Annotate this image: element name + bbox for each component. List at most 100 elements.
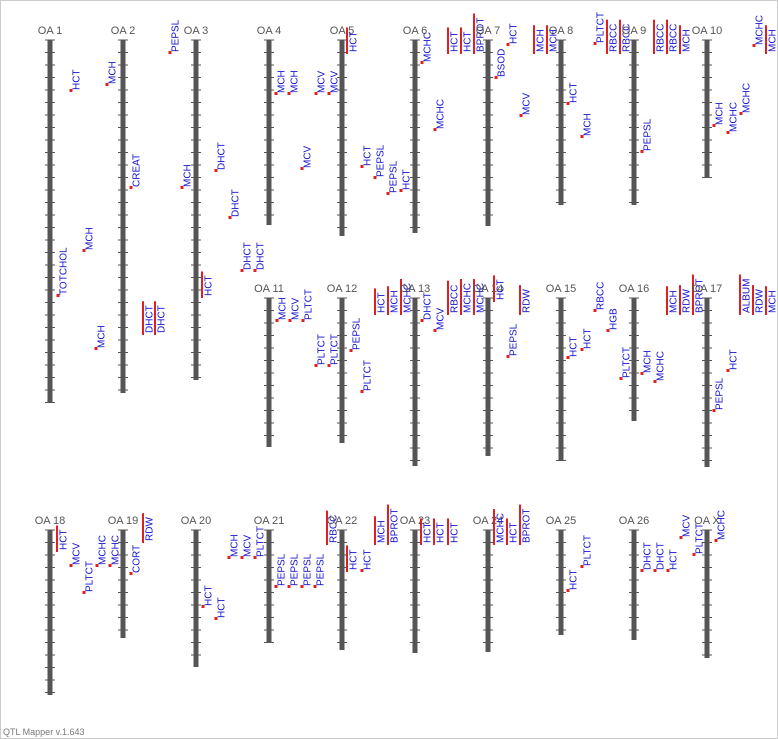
qtl-marker [287,92,291,95]
qtl-label: HCT [509,23,520,44]
qtl-label: MCHC [423,32,434,62]
qtl-label: MCH [390,290,401,313]
qtl-label: MCHC [717,510,728,540]
qtl-marker [712,124,716,127]
qtl-label: MCH [549,29,560,52]
qtl-label: HCT [402,169,413,190]
qtl-label: PEPSL [376,144,387,177]
qtl-marker [360,390,364,393]
qtl-label: DHCT [256,242,267,270]
qtl-label: CREAT [132,154,143,187]
qtl-label: PLTCT [596,12,607,43]
chromosome-axis [704,298,710,467]
qtl-marker [95,564,99,567]
qtl-label: HCT [669,549,680,570]
chromosome-name: OA 11 [254,283,284,295]
qtl-marker [666,569,670,572]
qtl-label: PLTCT [317,334,328,365]
qtl-marker [300,167,304,170]
qtl-marker [420,319,424,322]
qtl-label: RBCC [622,24,633,52]
qtl-label: MCH [230,534,241,557]
qtl-marker [640,569,644,572]
chromosome-axis [412,40,418,233]
qtl-label: MCH [277,70,288,93]
qtl-label: HCT [423,522,434,543]
qtl-marker [420,61,424,64]
qtl-label: MCH [669,290,680,313]
qtl-label: MCH [183,164,194,187]
qtl-marker [105,83,109,86]
qtl-label: PEPSL [715,377,726,410]
qtl-label: DHCT [157,305,168,333]
qtl-label: BPROT [522,509,533,543]
chromosome-name: OA 9 [622,25,646,37]
chromosome-name: OA 8 [549,25,573,37]
qtl-label: HCT [363,145,374,166]
qtl-label: HCT [583,328,594,349]
qtl-label: HCT [363,549,374,570]
qtl-marker [69,564,73,567]
qtl-marker [580,348,584,351]
qtl-marker [82,591,86,594]
qtl-label: HCT [217,597,228,618]
qtl-label: HCT [204,275,215,296]
chromosome-name: OA X [694,515,720,527]
qtl-label: MCV [682,514,693,537]
qtl-marker [679,536,683,539]
qtl-label: PEPSL [316,553,327,586]
qtl-label: MCH [583,113,594,136]
qtl-label: MCHC [656,351,667,381]
qtl-label: TOTCHOL [59,247,70,295]
qtl-label: MCHC [742,83,753,113]
chromosome-name: OA 19 [108,515,139,527]
qtl-label: MCV [317,70,328,93]
qtl-marker [253,556,257,559]
chromosome-axis [631,298,637,421]
qtl-label: MCHC [729,102,740,132]
qtl-marker [714,539,718,542]
chromosome-axis [47,530,53,695]
qtl-marker [433,329,437,332]
qtl-marker [228,216,232,219]
qtl-label: BPROT [390,509,401,543]
qtl-marker [640,372,644,375]
qtl-label: ALBUM [742,279,753,313]
qtl-marker [752,44,756,47]
chromosome-name: OA 5 [330,25,354,37]
chromosome-name: OA 26 [619,515,650,527]
qtl-marker [227,556,231,559]
chromosome-name: OA 10 [692,25,723,37]
qtl-label: MCHC [436,99,447,129]
qtl-label: RBCC [450,285,461,313]
qtl-label: DHCT [145,305,156,333]
qtl-label: PLTCT [622,347,633,378]
qtl-marker [566,356,570,359]
qtl-marker [56,294,60,297]
qtl-label: PEPSL [277,553,288,586]
qtl-label: PEPSL [389,160,400,193]
qtl-marker [506,355,510,358]
qtl-label: DHCT [217,142,228,170]
footer: QTL Mapper v.1.643 [3,727,85,737]
qtl-label: PLTCT [695,523,706,554]
qtl-marker [349,349,353,352]
qtl-label: HCT [450,31,461,52]
qtl-label: MCV [291,297,302,320]
qtl-label: MCH [108,61,119,84]
qtl-label: MCH [278,297,289,320]
chromosome-name: OA 20 [181,515,212,527]
chromosome-axis [485,530,491,652]
chromosome-axis [120,40,126,393]
chromosome-name: OA 4 [257,25,281,37]
chromosome-axis [412,530,418,653]
qtl-label: HGB [609,308,620,330]
qtl-label: RDW [755,289,766,313]
qtl-marker [180,186,184,189]
chromosome-name: OA 23 [400,515,431,527]
qtl-label: PEPSL [509,323,520,356]
qtl-marker [300,585,304,588]
chromosome-name: OA 7 [476,25,500,37]
qtl-marker [566,589,570,592]
